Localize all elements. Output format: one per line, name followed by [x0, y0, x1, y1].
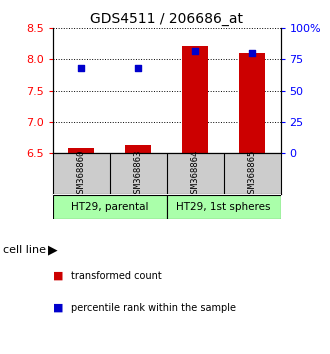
Text: transformed count: transformed count: [71, 271, 162, 281]
Text: percentile rank within the sample: percentile rank within the sample: [71, 303, 236, 313]
Bar: [182, 46, 208, 153]
Text: GSM368865: GSM368865: [248, 149, 256, 198]
Point: [136, 65, 141, 71]
Point: [192, 48, 198, 53]
Bar: [167, 195, 280, 219]
Bar: [53, 195, 167, 219]
Text: GSM368864: GSM368864: [191, 149, 200, 198]
Point: [79, 65, 84, 71]
Text: ▶: ▶: [48, 243, 57, 256]
Bar: [239, 53, 265, 153]
Text: HT29, 1st spheres: HT29, 1st spheres: [176, 202, 271, 212]
Text: ■: ■: [53, 303, 63, 313]
Bar: [68, 148, 94, 153]
Bar: [125, 145, 151, 153]
Text: ■: ■: [53, 271, 63, 281]
Text: HT29, parental: HT29, parental: [71, 202, 148, 212]
Title: GDS4511 / 206686_at: GDS4511 / 206686_at: [90, 12, 243, 26]
Text: GSM368860: GSM368860: [77, 149, 86, 198]
Point: [249, 50, 255, 56]
Text: cell line: cell line: [3, 245, 46, 255]
Text: GSM368863: GSM368863: [134, 149, 143, 198]
